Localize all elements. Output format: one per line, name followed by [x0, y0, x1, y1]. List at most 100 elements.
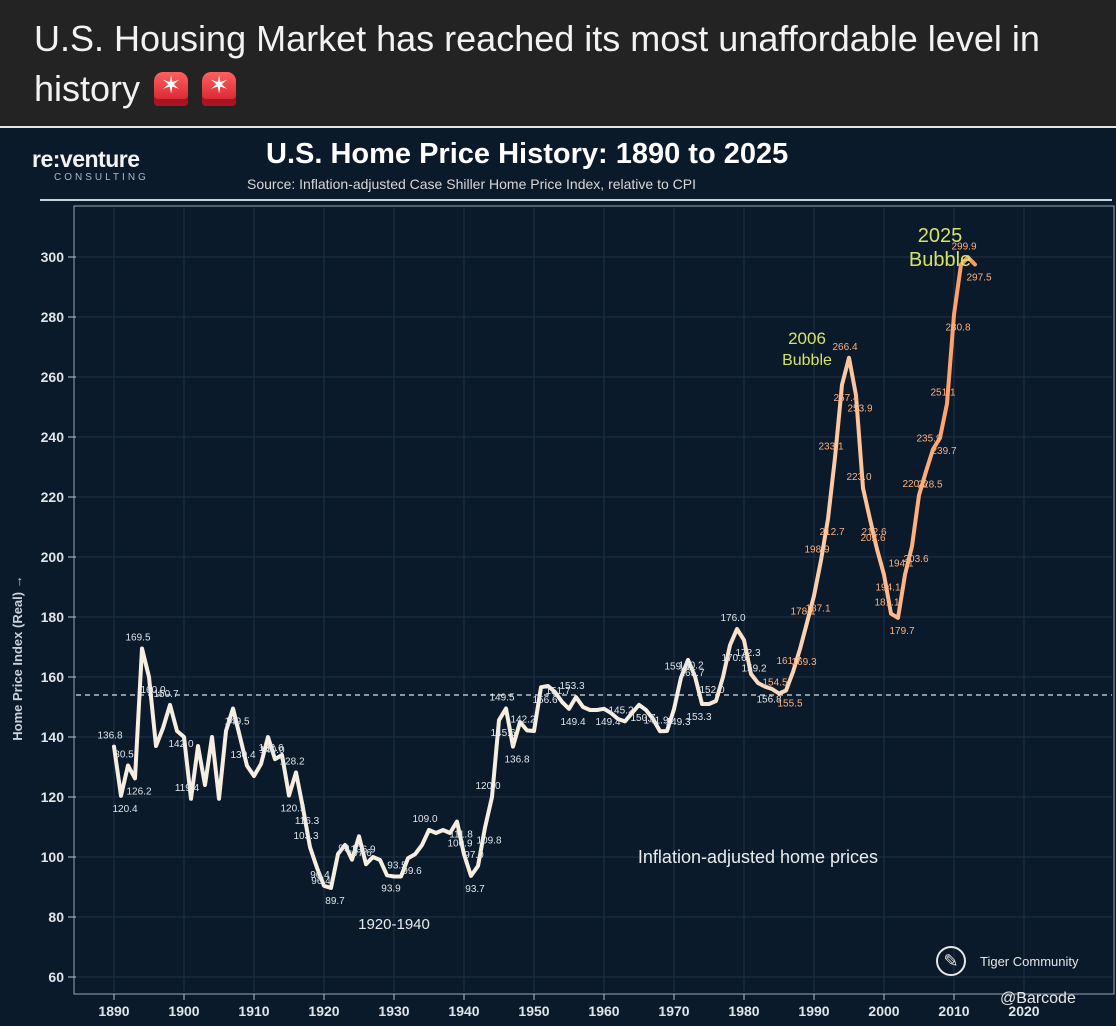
data-label: 160.2	[678, 660, 703, 671]
data-label: 198.9	[804, 544, 829, 555]
post-headline-text: U.S. Housing Market has reached its most…	[34, 18, 1040, 109]
data-label: 220.6	[902, 479, 927, 490]
y-tick-label: 140	[41, 729, 65, 745]
data-label: 156.8	[756, 695, 781, 706]
data-label: 149.3	[665, 717, 690, 728]
data-label: 93.9	[381, 883, 401, 894]
data-label: 257.4	[833, 393, 858, 404]
data-label: 136.8	[504, 755, 529, 766]
data-label: 194.1	[875, 583, 900, 594]
data-label: 212.7	[819, 527, 844, 538]
data-label: 223.0	[846, 472, 871, 483]
x-tick-label: 1980	[728, 1003, 759, 1019]
data-label: 119.4	[175, 783, 200, 794]
data-label: 202.6	[860, 533, 885, 544]
data-label: 99.6	[402, 866, 422, 877]
data-label: 30.5	[114, 750, 134, 761]
x-axis: 1890 1900 1910 1920 1930 1940 1950 1960 1970 1980…	[98, 994, 1040, 1019]
annotation: 2006	[788, 329, 826, 348]
data-label: 239.7	[931, 446, 956, 457]
annotation: 1920-1940	[358, 916, 430, 933]
data-label: 99.1	[338, 844, 358, 855]
data-label: 155.5	[777, 699, 802, 710]
data-label: 159.8	[664, 662, 689, 673]
data-label: 145.2	[608, 705, 633, 716]
data-label: 165.7	[679, 668, 704, 679]
annotation: Bubble	[909, 249, 971, 271]
data-label: 100.9	[447, 838, 472, 849]
data-label: 142.2	[510, 714, 535, 725]
data-label: 172.3	[735, 648, 760, 659]
data-label: 109.8	[476, 836, 501, 847]
data-label: 149.5	[489, 693, 514, 704]
data-label: 120.5	[280, 804, 305, 815]
y-tick-label: 80	[48, 909, 64, 925]
y-tick-label: 60	[48, 969, 64, 985]
y-axis-label: Home Price Index (Real) →	[10, 575, 25, 740]
data-label: 150.7	[630, 713, 655, 724]
annotation: 2025	[918, 225, 963, 247]
x-tick-label: 1890	[98, 1003, 129, 1019]
y-tick-label: 280	[41, 309, 65, 325]
data-label: 181.1	[874, 598, 899, 609]
data-label: 203.6	[903, 554, 928, 565]
data-label: 109.0	[412, 814, 437, 825]
data-label: 153.3	[559, 681, 584, 692]
y-axis: 60 80 100 120 140 160 180 200 220 240 260 280 300	[41, 249, 76, 985]
y-tick-label: 160	[41, 669, 65, 685]
annotation: Bubble	[782, 352, 832, 369]
data-label: 142.0	[168, 739, 193, 750]
chart: 60 80 100 120 140 160 180 200 220 240 260 280 300 18…	[10, 199, 1115, 1019]
x-tick-label: 1930	[378, 1003, 409, 1019]
data-label: 156.6	[532, 695, 557, 706]
data-label: 253.9	[847, 403, 872, 414]
data-label: 97.6	[352, 848, 372, 859]
siren-icon	[154, 72, 189, 106]
chart-title: U.S. Home Price History: 1890 to 2025	[266, 138, 789, 170]
data-label: 89.7	[325, 896, 345, 907]
data-label: 299.9	[951, 241, 976, 252]
data-label: 169.3	[791, 657, 816, 668]
data-label: 178.1	[790, 607, 815, 618]
data-label: 106.9	[350, 844, 375, 855]
chart-image: 60 80 100 120 140 160 180 200 220 240 260 280 300 18…	[0, 126, 1116, 1026]
y-tick-label: 240	[41, 429, 65, 445]
data-label: 251.1	[930, 388, 955, 399]
y-tick-label: 260	[41, 369, 65, 385]
x-tick-label: 1950	[518, 1003, 549, 1019]
data-label: 152.0	[699, 685, 724, 696]
y-tick-label: 220	[41, 489, 65, 505]
data-label: 235.9	[916, 433, 941, 444]
data-label: 160.0	[140, 685, 165, 696]
data-label: 170.6	[721, 653, 746, 664]
data-label: 116.3	[295, 816, 320, 827]
data-label: 126.2	[126, 786, 151, 797]
data-labels: 136.8120.430.5126.2169.5160.0150.7142.01…	[97, 241, 991, 907]
annotation: Inflation-adjusted home prices	[638, 847, 878, 867]
x-tick-label: 2020	[1008, 1003, 1039, 1019]
x-tick-label: 1900	[168, 1003, 199, 1019]
siren-icon	[202, 72, 237, 106]
data-label: 169.5	[125, 633, 150, 644]
data-label: 103.3	[293, 831, 318, 842]
x-tick-label: 1990	[798, 1003, 829, 1019]
data-label: 194.1	[888, 559, 913, 570]
data-label: 187.1	[805, 604, 830, 615]
data-label: 97.0	[464, 850, 484, 861]
data-label: 145.6	[490, 728, 515, 739]
y-tick-label: 300	[41, 249, 65, 265]
y-tick-label: 200	[41, 549, 65, 565]
data-label: 149.5	[224, 717, 249, 728]
data-label: 128.2	[279, 756, 304, 767]
data-label: 93.7	[465, 884, 485, 895]
data-label: 93.5	[387, 861, 407, 872]
data-label: 136.8	[97, 731, 122, 742]
gridlines	[76, 208, 1112, 992]
data-label: 280.8	[945, 323, 970, 334]
series-line-home-prices	[112, 255, 977, 890]
watermark-brand: Tiger Community	[980, 954, 1079, 969]
y-tick-label: 120	[41, 789, 65, 805]
data-label: 111.8	[449, 830, 473, 841]
x-tick-label: 1940	[448, 1003, 479, 1019]
